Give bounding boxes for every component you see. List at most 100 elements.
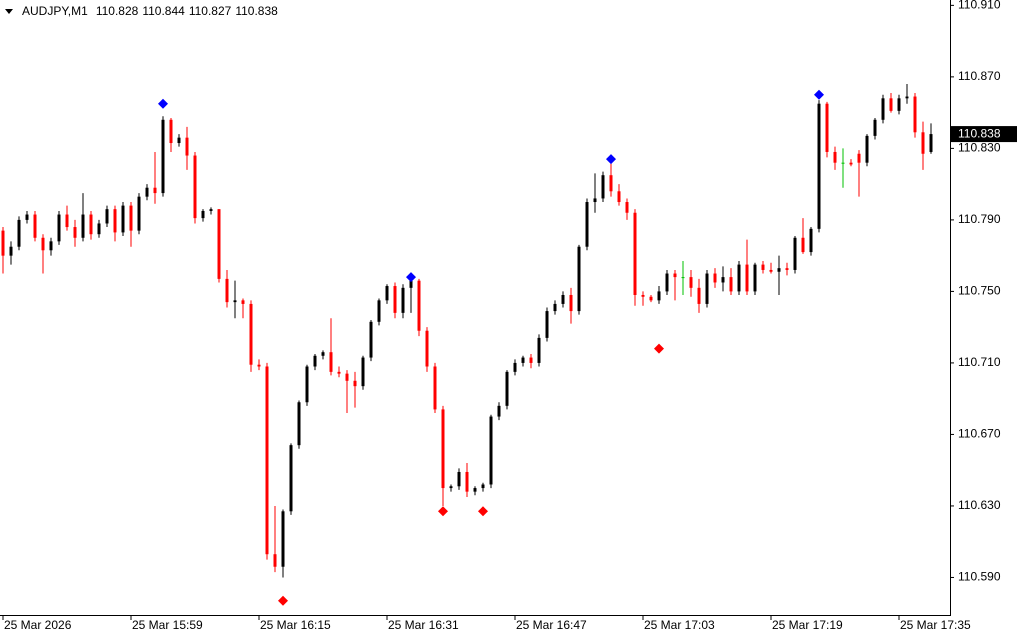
candle-body [57,214,61,242]
signal-marker [278,595,288,606]
y-tick-label: 110.630 [958,498,1001,512]
header-value: 110.838 [235,4,278,18]
candle-body [553,303,557,312]
candle-body [417,280,421,331]
x-tick-label: 25 Mar 16:15 [260,618,331,632]
candle-body [857,153,861,163]
candle-body [401,287,405,313]
candle-body [209,209,213,211]
candle-body [897,98,901,111]
candle-body [361,357,365,387]
x-tick-label: 25 Mar 15:59 [132,618,203,632]
candle-body [793,237,797,270]
candle-body [449,486,453,489]
candle-body [609,175,613,192]
candle-body [601,175,605,199]
candle-body [913,96,917,133]
candle-body [665,273,669,292]
candle-body [97,223,101,235]
candle-body [521,357,525,363]
candle-body [329,352,333,372]
candle-body [529,357,533,363]
candle-body [625,202,629,213]
candle-body [697,287,701,304]
candle-body [473,488,477,492]
signal-marker [438,506,448,517]
x-tick-label: 25 Mar 16:31 [388,618,459,632]
candle-body [617,191,621,203]
candle-body [249,303,253,365]
candle-body [369,321,373,358]
candle-body [33,214,37,238]
candle-body [809,228,813,253]
candle-body [737,264,741,292]
candle-body [233,300,237,303]
y-tick-label: 110.590 [958,570,1001,584]
symbol: AUDJPY,M1 [22,4,88,18]
candle-body [121,205,125,233]
y-tick-label: 110.870 [958,69,1001,83]
x-tick-label: 25 Mar 16:47 [516,618,587,632]
candle-body [217,209,221,279]
candle-body [393,286,397,313]
candle-body [193,155,197,219]
candle-body [433,366,437,410]
candle-body [105,209,109,224]
candle-body [441,409,445,489]
price-label: 110.838 [958,126,1001,140]
candle-body [305,366,309,403]
candle-body [273,554,277,567]
candle-body [145,187,149,197]
signal-marker [158,98,168,109]
candle-body [465,471,469,492]
candle-body [321,352,325,356]
candle-body [81,214,85,238]
candle-body [753,264,757,292]
candle-body [673,273,677,278]
candle-body [745,264,749,292]
candle-body [825,103,829,152]
candle-body [721,277,725,283]
candle-body [545,311,549,338]
y-tick-label: 110.830 [958,141,1001,155]
candle-body [153,187,157,194]
candle-body [129,205,133,231]
candle-body [377,300,381,322]
candle-body [881,98,885,120]
header-value: 110.828 [96,4,139,18]
candle-body [713,273,717,283]
candle-body [225,278,229,303]
candle-body [257,364,261,367]
y-tick-label: 110.710 [958,355,1001,369]
candle-body [641,294,645,297]
candle-body [313,355,317,367]
y-tick-label: 110.790 [958,212,1001,226]
candle-body [185,137,189,156]
candle-body [569,294,573,312]
candle-body [849,162,853,165]
candle-body [833,151,837,163]
candle-body [49,241,53,251]
candle-body [137,196,141,231]
candle-body [201,210,205,219]
y-tick-label: 110.750 [958,284,1001,298]
candle-body [889,98,893,111]
candle-body [177,137,181,144]
candle-body [73,227,77,238]
candle-body [337,371,341,374]
candle-body [801,237,805,253]
candle-body [9,246,13,256]
candle-body [633,212,637,295]
price-label-box [951,126,1017,143]
header-value: 110.844 [142,4,185,18]
candle-body [289,445,293,512]
signal-marker [606,154,616,165]
menu-triangle[interactable] [5,9,13,14]
candle-body [241,300,245,304]
candle-body [169,119,173,144]
candle-body [497,405,501,417]
candle-body [577,246,581,312]
